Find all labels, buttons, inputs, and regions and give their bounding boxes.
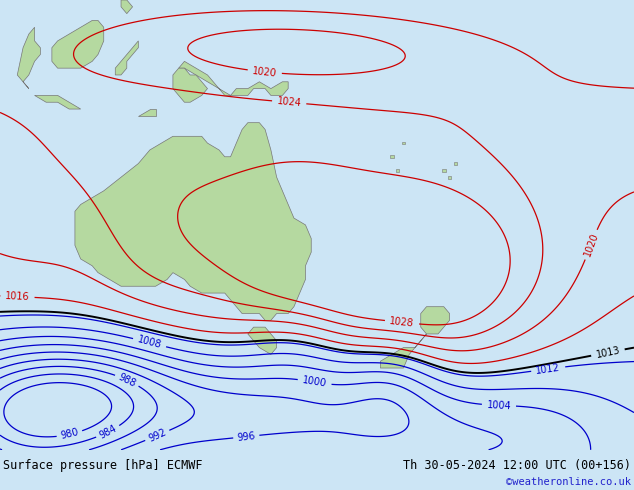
Text: 1008: 1008	[136, 335, 163, 351]
Polygon shape	[421, 307, 450, 334]
Text: 1004: 1004	[486, 400, 512, 411]
Text: 992: 992	[147, 427, 168, 444]
Text: 1013: 1013	[595, 345, 621, 360]
Text: 1000: 1000	[302, 375, 328, 389]
Polygon shape	[396, 169, 399, 172]
Polygon shape	[35, 96, 81, 109]
Polygon shape	[121, 0, 133, 14]
Polygon shape	[442, 169, 446, 172]
Polygon shape	[173, 68, 207, 102]
Text: 984: 984	[98, 423, 119, 441]
Polygon shape	[115, 41, 138, 75]
Text: 1020: 1020	[252, 66, 278, 78]
Polygon shape	[52, 21, 104, 68]
Polygon shape	[380, 334, 427, 368]
Polygon shape	[402, 142, 405, 144]
Polygon shape	[138, 109, 155, 116]
Polygon shape	[448, 176, 451, 178]
Text: 988: 988	[117, 371, 138, 389]
Text: 996: 996	[236, 431, 256, 442]
Text: Surface pressure [hPa] ECMWF: Surface pressure [hPa] ECMWF	[3, 459, 203, 471]
Text: 1024: 1024	[276, 96, 302, 108]
Text: 1028: 1028	[389, 316, 415, 329]
Polygon shape	[453, 162, 457, 165]
Text: 1012: 1012	[535, 362, 561, 376]
Text: 980: 980	[60, 427, 80, 441]
Polygon shape	[179, 61, 288, 96]
Text: 1020: 1020	[582, 231, 600, 258]
Text: ©weatheronline.co.uk: ©weatheronline.co.uk	[506, 477, 631, 487]
Polygon shape	[75, 122, 311, 320]
Polygon shape	[17, 27, 41, 89]
Text: 1016: 1016	[5, 291, 30, 302]
Text: Th 30-05-2024 12:00 UTC (00+156): Th 30-05-2024 12:00 UTC (00+156)	[403, 459, 631, 471]
Polygon shape	[248, 327, 276, 354]
Polygon shape	[390, 155, 394, 158]
